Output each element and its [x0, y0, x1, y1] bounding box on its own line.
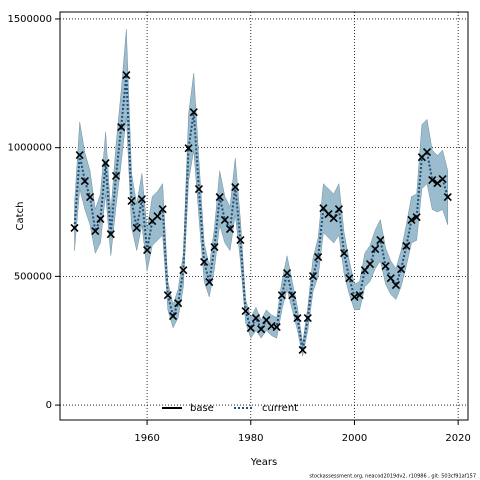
point-marker	[334, 205, 343, 214]
point-marker	[86, 193, 95, 202]
y-axis-label: Catch	[15, 202, 26, 231]
point-marker	[179, 266, 188, 275]
point-marker	[272, 323, 281, 332]
point-marker	[96, 214, 105, 224]
point-marker	[402, 241, 411, 251]
point-marker	[277, 291, 286, 300]
point-marker	[236, 236, 245, 245]
footnote: stockassessment.org, neacod2019dv2, r109…	[309, 474, 476, 480]
point-marker	[428, 176, 437, 185]
point-marker	[205, 277, 214, 287]
point-marker	[293, 313, 302, 323]
legend-label: current	[262, 403, 298, 414]
point-marker	[391, 281, 401, 290]
point-marker	[184, 144, 193, 153]
point-marker	[231, 182, 240, 192]
point-marker	[75, 151, 84, 160]
point-marker	[143, 246, 152, 255]
point-marker	[111, 171, 121, 181]
point-marker	[288, 291, 297, 300]
point-marker	[371, 245, 380, 254]
point-marker	[246, 324, 255, 333]
point-marker	[132, 223, 141, 233]
point-marker	[407, 215, 416, 225]
point-marker	[443, 193, 452, 202]
point-marker	[350, 292, 359, 302]
y-tick-label: 500000	[14, 271, 52, 282]
point-marker	[189, 108, 198, 117]
y-tick-label: 0	[46, 400, 52, 411]
point-marker	[101, 159, 110, 168]
point-marker	[386, 274, 395, 283]
point-marker	[225, 224, 235, 234]
x-tick-label: 1960	[134, 433, 159, 444]
point-marker	[257, 325, 266, 334]
point-marker	[117, 122, 126, 132]
point-marker	[438, 174, 447, 184]
point-marker	[127, 196, 136, 206]
point-marker	[122, 71, 131, 80]
point-marker	[308, 272, 318, 281]
point-marker	[168, 311, 178, 321]
x-axis-label: Years	[250, 457, 277, 468]
point-marker	[283, 268, 292, 278]
point-marker	[355, 291, 364, 300]
legend-label: base	[190, 403, 214, 414]
point-marker	[345, 274, 354, 283]
point-marker	[251, 313, 261, 323]
point-marker	[376, 236, 385, 245]
point-marker	[298, 345, 307, 355]
plot-frame	[59, 11, 469, 421]
y-tick-label: 1000000	[7, 143, 52, 154]
point-marker	[215, 193, 224, 202]
point-marker	[174, 299, 183, 308]
point-marker	[153, 212, 162, 221]
point-marker	[381, 262, 390, 271]
point-marker	[80, 177, 89, 186]
line-current	[73, 74, 449, 351]
point-marker	[340, 249, 349, 258]
point-marker	[314, 252, 323, 262]
point-marker	[210, 242, 219, 252]
point-marker	[106, 230, 115, 239]
y-tick-label: 1500000	[7, 14, 52, 25]
point-marker	[220, 215, 229, 225]
x-tick-label: 2000	[342, 433, 367, 444]
point-marker	[91, 226, 100, 236]
point-marker	[329, 214, 338, 223]
point-marker	[194, 185, 204, 194]
point-marker	[365, 259, 375, 269]
point-marker	[137, 195, 146, 204]
point-marker	[422, 147, 432, 157]
x-tick-label: 1980	[238, 433, 263, 444]
point-marker	[200, 257, 209, 267]
point-marker	[241, 307, 250, 316]
point-marker	[397, 265, 406, 274]
point-marker	[158, 205, 167, 214]
point-marker	[412, 213, 421, 222]
point-marker	[303, 313, 312, 323]
point-marker	[163, 291, 172, 300]
x-tick-label: 2020	[445, 433, 470, 444]
point-marker	[70, 223, 79, 233]
